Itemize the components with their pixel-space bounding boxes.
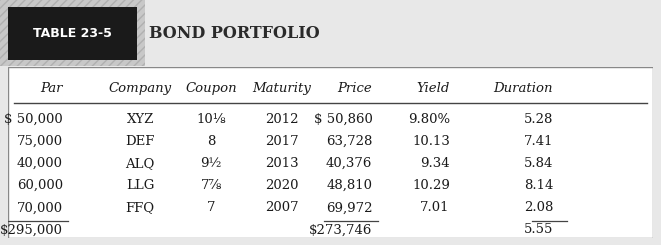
Text: Duration: Duration <box>494 82 553 95</box>
Text: 2.08: 2.08 <box>524 201 553 214</box>
Text: 60,000: 60,000 <box>17 179 63 192</box>
Text: 40,376: 40,376 <box>326 157 372 170</box>
Text: 7: 7 <box>207 201 215 214</box>
Text: BOND PORTFOLIO: BOND PORTFOLIO <box>149 24 319 42</box>
Text: 2017: 2017 <box>265 135 299 148</box>
Text: Company: Company <box>108 82 172 95</box>
Text: 2007: 2007 <box>265 201 299 214</box>
Text: 10.13: 10.13 <box>412 135 450 148</box>
Text: 5.84: 5.84 <box>524 157 553 170</box>
Text: 5.28: 5.28 <box>524 113 553 126</box>
Text: 63,728: 63,728 <box>326 135 372 148</box>
Text: FFQ: FFQ <box>126 201 155 214</box>
Text: $ 50,000: $ 50,000 <box>4 113 63 126</box>
Text: 9.34: 9.34 <box>420 157 450 170</box>
Text: 10.29: 10.29 <box>412 179 450 192</box>
Text: 7.41: 7.41 <box>524 135 553 148</box>
Text: Price: Price <box>338 82 372 95</box>
Text: TABLE 23-5: TABLE 23-5 <box>33 27 112 40</box>
Text: 2013: 2013 <box>265 157 299 170</box>
Text: 2012: 2012 <box>265 113 299 126</box>
Text: Maturity: Maturity <box>253 82 311 95</box>
Text: 9.80%: 9.80% <box>408 113 450 126</box>
Text: 8: 8 <box>207 135 215 148</box>
Text: 75,000: 75,000 <box>17 135 63 148</box>
Text: 69,972: 69,972 <box>326 201 372 214</box>
Text: Yield: Yield <box>416 82 450 95</box>
FancyBboxPatch shape <box>0 7 145 60</box>
Text: LLG: LLG <box>126 179 155 192</box>
Text: $ 50,860: $ 50,860 <box>313 113 372 126</box>
Text: Coupon: Coupon <box>185 82 237 95</box>
Text: DEF: DEF <box>126 135 155 148</box>
Text: 5.55: 5.55 <box>524 223 553 236</box>
Text: 2020: 2020 <box>265 179 299 192</box>
Text: 10⅛: 10⅛ <box>196 113 226 126</box>
Text: 48,810: 48,810 <box>327 179 372 192</box>
Text: $295,000: $295,000 <box>0 223 63 236</box>
Text: 9½: 9½ <box>200 157 222 170</box>
Text: Par: Par <box>40 82 63 95</box>
Text: 70,000: 70,000 <box>17 201 63 214</box>
Text: 7⅞: 7⅞ <box>200 179 222 192</box>
Text: XYZ: XYZ <box>126 113 154 126</box>
Text: $273,746: $273,746 <box>309 223 372 236</box>
Text: 40,000: 40,000 <box>17 157 63 170</box>
Text: ALQ: ALQ <box>126 157 155 170</box>
Text: 7.01: 7.01 <box>420 201 450 214</box>
Text: 8.14: 8.14 <box>524 179 553 192</box>
